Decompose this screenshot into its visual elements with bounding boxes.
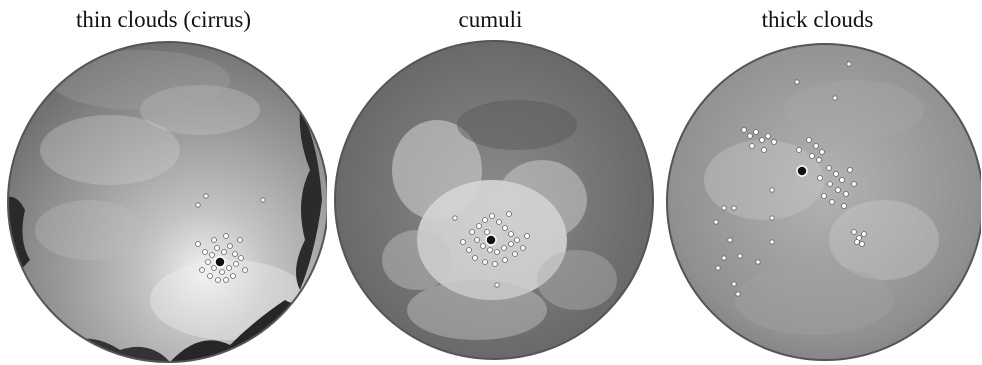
sun-marker [796,165,808,177]
cloud-texture [704,80,939,335]
sky-image-cumuli [334,40,654,360]
sun-marker [485,234,497,246]
panel-title: cumuli [458,7,523,32]
sun-marker [214,256,226,268]
sky-image-thin-clouds [7,41,327,363]
star-markers [195,193,266,283]
sky-dome [667,44,981,360]
panel-cumuli: cumuli [327,0,654,365]
panel-title: thin clouds (cirrus) [75,7,251,32]
star-markers [713,61,867,297]
sky-dome [8,42,327,362]
panel-thick-clouds: thick clouds [654,0,981,365]
sky-image-thick-clouds [666,43,981,361]
panel-title: thick clouds [761,7,874,32]
panel-thin-clouds: thin clouds (cirrus) [0,0,327,365]
star-markers [452,211,530,288]
